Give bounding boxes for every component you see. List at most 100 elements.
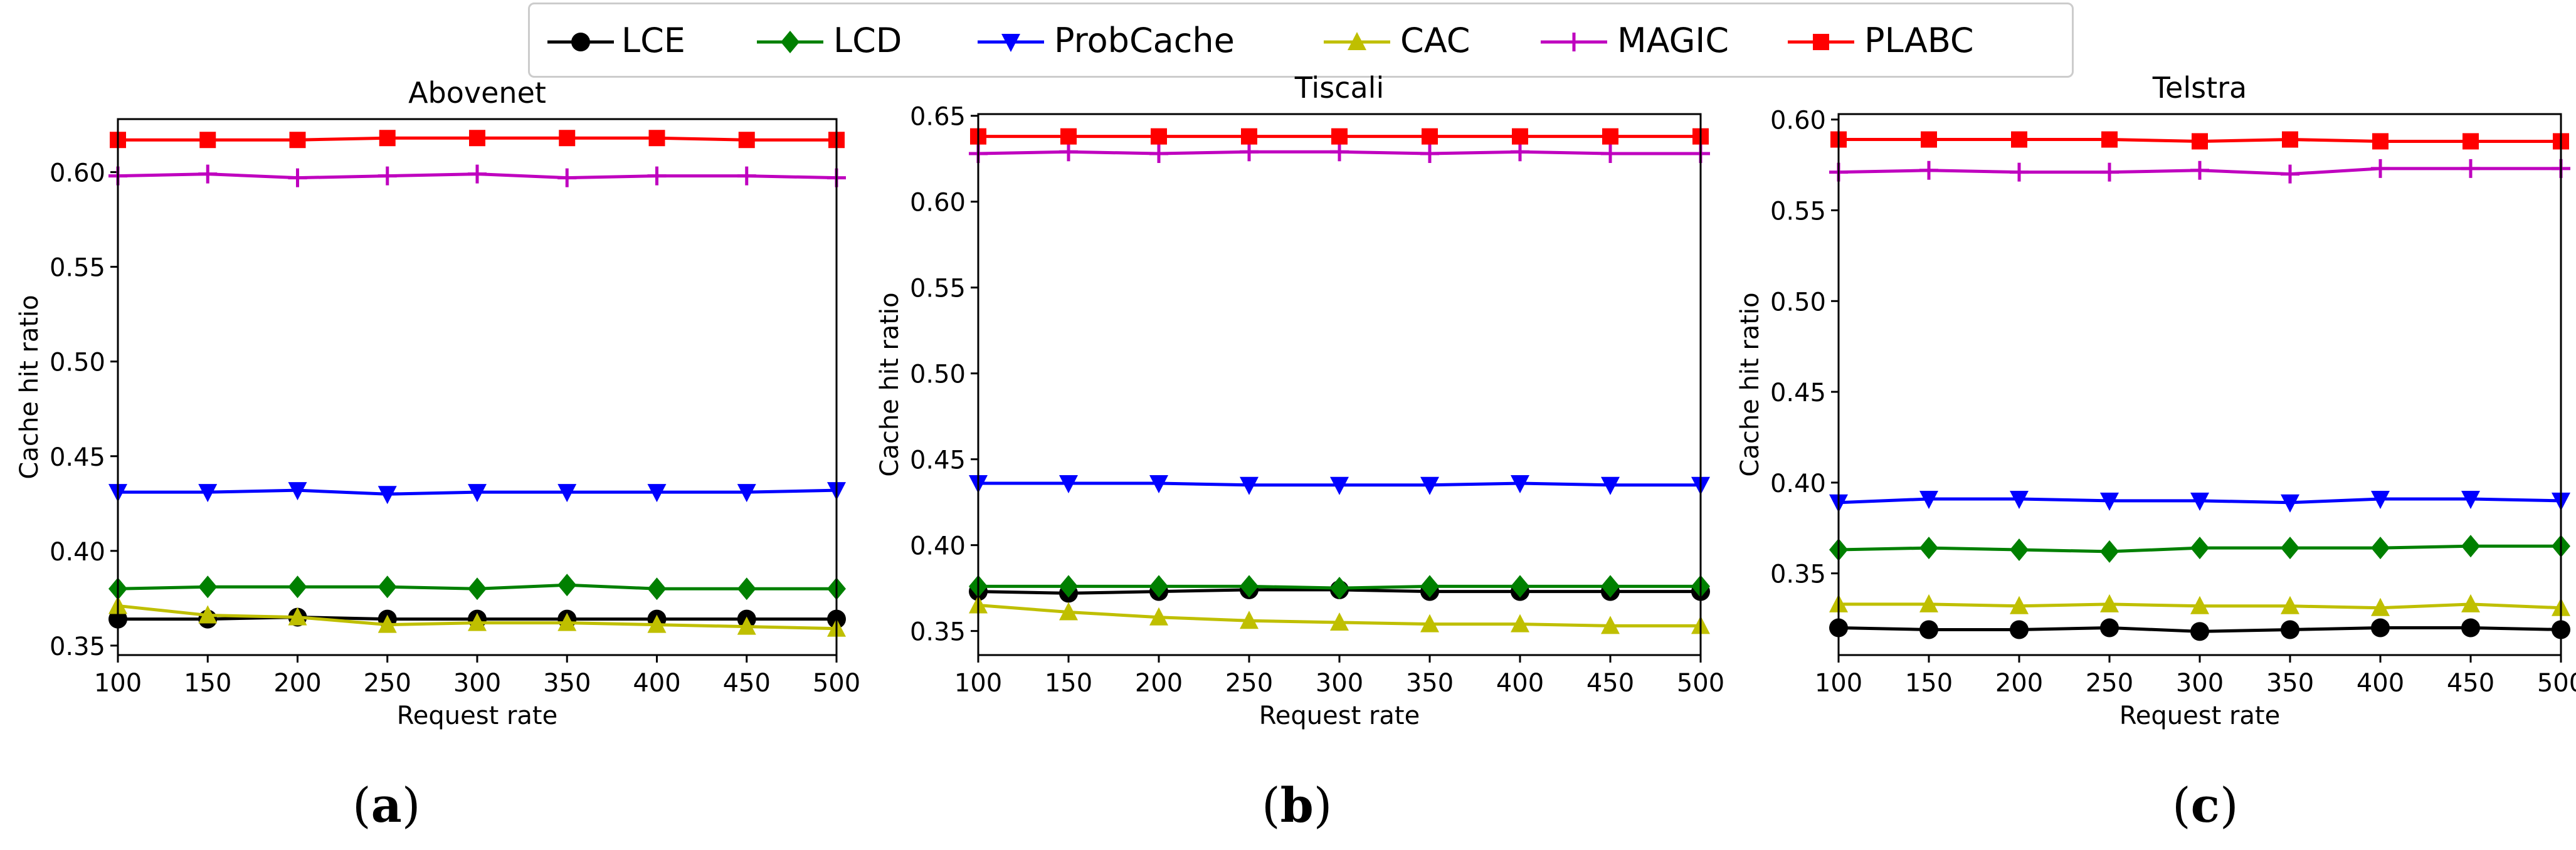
data-point-plabc [1060, 128, 1077, 145]
data-point-cac [288, 607, 307, 626]
data-point-cac [1240, 611, 1259, 629]
data-point-plabc [648, 130, 665, 147]
data-point-plabc [1331, 128, 1348, 145]
data-point-lcd [2100, 540, 2119, 563]
data-point-cac [557, 612, 577, 631]
data-point-cac [2461, 594, 2480, 612]
data-point-lce [2461, 618, 2480, 638]
data-point-cac [2010, 596, 2029, 614]
x-tick-label: 250 [364, 669, 411, 698]
series-magic [969, 142, 1710, 164]
data-point-cac [1919, 594, 1938, 612]
series-lce [1829, 618, 2570, 641]
data-point-probcache [288, 482, 307, 501]
data-point-magic [2461, 159, 2480, 178]
y-tick-label: 0.55 [50, 254, 105, 283]
y-axis-label: Cache hit ratio [1736, 292, 1765, 476]
data-point-cac [1511, 614, 1529, 632]
x-tick-label: 100 [954, 669, 1002, 698]
legend-marker-probcache [1001, 34, 1020, 52]
chart-title-tiscali: Tiscali [1294, 71, 1384, 105]
x-tick-label: 400 [633, 669, 680, 698]
data-point-plabc [1422, 128, 1438, 145]
data-point-lcd [1330, 577, 1349, 600]
data-point-probcache [2190, 492, 2209, 511]
data-point-lcd [2190, 537, 2209, 560]
series-cac [969, 595, 1710, 634]
y-tick-label: 0.60 [910, 189, 966, 218]
data-point-lcd [288, 575, 307, 599]
data-point-probcache [2461, 490, 2480, 509]
data-point-lcd [468, 577, 487, 601]
x-tick-label: 200 [273, 669, 321, 698]
data-point-probcache [468, 484, 487, 503]
data-point-cac [737, 616, 756, 635]
x-tick-label: 350 [2266, 669, 2314, 698]
series-probcache [969, 475, 1710, 495]
legend-magic-marker [1541, 33, 1607, 51]
data-point-probcache [1511, 475, 1529, 494]
data-point-cac [198, 605, 218, 624]
data-point-plabc [1151, 128, 1167, 145]
series-plabc [970, 128, 1709, 145]
y-tick-label: 0.55 [910, 275, 966, 303]
x-tick-label: 400 [2357, 669, 2404, 698]
x-tick-label: 250 [1225, 669, 1273, 698]
x-tick-label: 200 [1995, 669, 2043, 698]
series-probcache [1829, 490, 2570, 513]
data-point-magic [1511, 142, 1529, 162]
y-tick-label: 0.45 [1770, 379, 1826, 407]
data-point-magic [647, 166, 667, 186]
data-point-lcd [2281, 537, 2299, 560]
data-point-plabc [469, 130, 485, 147]
data-point-cac [2190, 596, 2209, 614]
x-axis-label: Request rate [1259, 701, 1420, 730]
legend-marker-lce [571, 33, 590, 51]
data-point-magic [1919, 160, 1938, 180]
data-point-probcache [737, 484, 756, 503]
x-tick-label: 150 [1905, 669, 1953, 698]
data-point-plabc [289, 132, 306, 149]
x-tick-label: 450 [1586, 669, 1634, 698]
legend-marker-lcd [781, 31, 800, 53]
legend-label-magic: MAGIC [1617, 21, 1729, 60]
data-point-cac [1601, 616, 1620, 634]
x-tick-label: 450 [2447, 669, 2494, 698]
legend-label-plabc: PLABC [1864, 21, 1974, 60]
data-point-probcache [1149, 475, 1168, 494]
chart-title-abovenet: Abovenet [408, 76, 546, 110]
data-point-magic [1059, 142, 1078, 162]
legend-marker-plabc [1813, 34, 1829, 50]
data-point-cac [1330, 612, 1349, 631]
data-point-lcd [2371, 537, 2390, 560]
data-point-magic [377, 166, 397, 186]
data-point-plabc [2463, 133, 2479, 150]
data-point-magic [2371, 159, 2390, 178]
data-point-magic [1240, 142, 1259, 162]
x-tick-label: 100 [1815, 669, 1862, 698]
x-tick-label: 250 [2086, 669, 2133, 698]
data-point-magic [1601, 144, 1620, 164]
chart-title-telstra: Telstra [2152, 71, 2247, 105]
x-tick-label: 350 [1406, 669, 1454, 698]
data-point-plabc [1512, 128, 1528, 145]
data-point-magic [198, 164, 218, 184]
data-point-magic [2190, 160, 2209, 180]
series-lcd [108, 574, 846, 601]
data-point-lce [2281, 620, 2299, 639]
y-tick-label: 0.60 [50, 159, 105, 188]
y-axis-label: Cache hit ratio [875, 292, 904, 476]
data-point-lce [1919, 620, 1938, 639]
series-plabc [110, 130, 845, 149]
data-point-lcd [377, 575, 397, 599]
data-point-plabc [559, 130, 576, 147]
data-point-lcd [737, 577, 756, 601]
series-plabc [1830, 131, 2569, 150]
legend-label-cac: CAC [1400, 21, 1470, 60]
data-point-probcache [1919, 490, 1938, 509]
data-point-lcd [1511, 575, 1529, 598]
series-probcache [108, 482, 846, 505]
data-point-probcache [1330, 476, 1349, 495]
data-point-plabc [1602, 128, 1618, 145]
